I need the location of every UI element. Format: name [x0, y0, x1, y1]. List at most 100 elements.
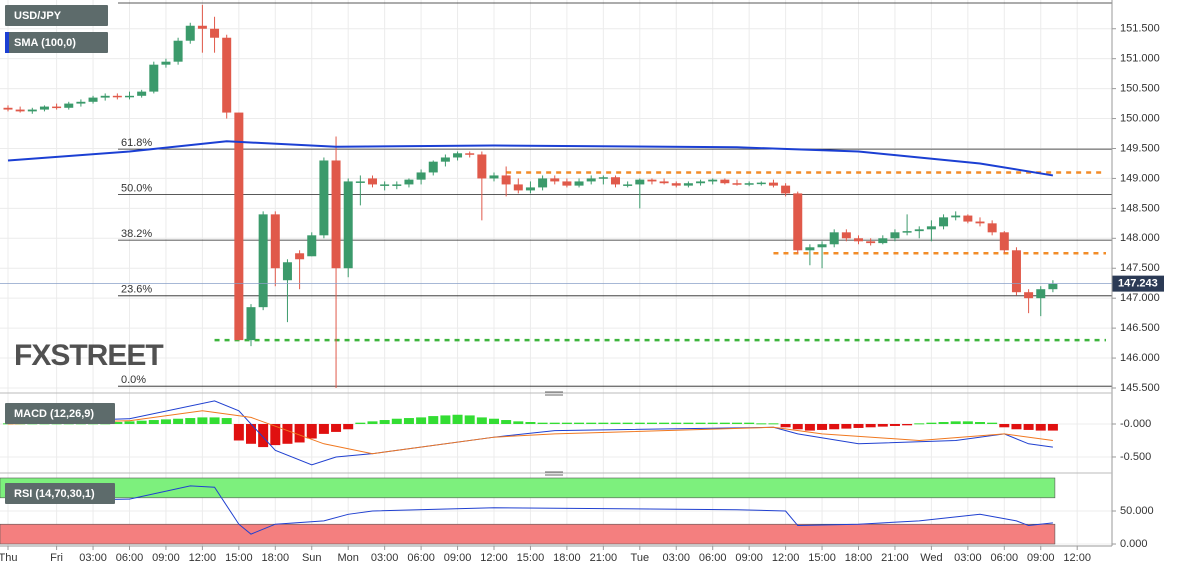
candle-body [282, 262, 292, 281]
histogram-bar [428, 416, 439, 424]
x-tick-label: 03:00 [371, 552, 399, 564]
candle-body [756, 182, 766, 185]
histogram-bar [671, 422, 682, 424]
x-tick-label: 12:00 [480, 552, 508, 564]
candle-body [222, 37, 232, 113]
candle-body [440, 157, 450, 162]
last-price-tag [1112, 275, 1164, 292]
candle-body [270, 214, 280, 269]
y-tick-label: 149.000 [1120, 172, 1160, 184]
histogram-bar [829, 423, 840, 430]
legend-box[interactable] [5, 32, 108, 53]
candle-body [64, 103, 74, 108]
histogram-bar [355, 422, 366, 424]
histogram-bar [975, 422, 985, 424]
histogram-bar [513, 421, 524, 424]
candle-body [1048, 283, 1058, 290]
candle-body [15, 109, 25, 112]
candle-body [586, 178, 596, 182]
histogram-bar [646, 422, 657, 424]
histogram-bar [221, 418, 232, 424]
overlay-labels: USD/JPY SMA (100,0) MACD (12,26,9) RSI (14,… [5, 5, 115, 504]
histogram-bar [914, 423, 925, 425]
last-price-label: 147.243 [1118, 278, 1158, 290]
histogram-bar [294, 423, 305, 443]
candle-body [708, 179, 718, 182]
candle-body [805, 247, 815, 251]
x-tick-label: 21:00 [881, 552, 909, 564]
histogram-bar [306, 423, 317, 439]
candle-body [380, 184, 390, 186]
histogram-bar [112, 422, 123, 424]
histogram-bar [999, 423, 1010, 428]
candle-body [975, 221, 985, 224]
x-tick-label: Mon [337, 552, 358, 564]
x-tick-label: 03:00 [954, 552, 982, 564]
legend-box[interactable] [5, 5, 108, 26]
candle-body [635, 179, 645, 185]
x-tick-label: 12:00 [1063, 552, 1091, 564]
histogram-bar [926, 422, 937, 424]
y-tick-label: 151.000 [1120, 53, 1160, 65]
histogram-bar [282, 423, 293, 444]
resize-handle[interactable] [545, 391, 563, 396]
histogram-bar [270, 423, 281, 446]
candle-body [112, 95, 122, 98]
histogram-bar [331, 423, 342, 432]
histogram-bar [962, 421, 973, 424]
legend-box[interactable] [5, 483, 115, 504]
candle-body [368, 178, 377, 185]
legend-swatch [5, 32, 9, 53]
x-tick-label: 03:00 [79, 552, 107, 564]
histogram-bar [148, 420, 159, 424]
candle-body [3, 107, 13, 110]
x-tick-label: Fri [50, 552, 63, 564]
histogram-bar [209, 417, 220, 424]
fib-label: 0.0% [121, 374, 146, 386]
y-tick-label: 147.000 [1120, 292, 1160, 304]
candle-body [550, 178, 560, 182]
histogram-bar [877, 423, 888, 427]
candle-body [477, 154, 487, 179]
candle-body [562, 181, 572, 186]
legend-label: SMA (100,0) [14, 37, 76, 49]
y-tick-label: 146.000 [1120, 352, 1160, 364]
resize-handle[interactable] [545, 471, 563, 476]
candle-body [173, 40, 183, 62]
histogram-bar [476, 417, 487, 424]
legend-box[interactable] [5, 403, 115, 424]
candle-body [404, 179, 414, 185]
x-tick-label: Thu [0, 552, 17, 564]
candle-body [647, 179, 657, 182]
histogram-bar [744, 422, 755, 424]
histogram-bar [416, 417, 427, 424]
histogram-bar [817, 423, 828, 430]
histogram-bar [246, 423, 256, 444]
x-tick-label: 18:00 [845, 552, 873, 564]
x-tick-label: 03:00 [662, 552, 690, 564]
x-tick-label: 15:00 [808, 552, 836, 564]
rsi-band [0, 523, 1056, 545]
y-tick-label: 147.500 [1120, 262, 1160, 274]
x-tick-label: Wed [920, 552, 942, 564]
histogram-bar [549, 422, 560, 424]
y-tick-label: 146.500 [1120, 322, 1160, 334]
x-tick-label: 21:00 [590, 552, 618, 564]
candle-body [902, 231, 912, 233]
y-tick-label: 145.500 [1120, 382, 1160, 394]
indicator-line [7, 485, 1053, 535]
candle-body [501, 175, 511, 185]
candle-body [355, 181, 365, 183]
candle-body [963, 215, 973, 222]
histogram-bar [440, 415, 451, 424]
y-tick-label: 151.500 [1120, 23, 1160, 35]
x-tick-label: 18:00 [262, 552, 290, 564]
x-tick-label: 06:00 [407, 552, 435, 564]
candle-body [27, 109, 37, 112]
candle-body [125, 95, 134, 98]
candle-body [319, 160, 329, 236]
candle-body [841, 232, 851, 239]
candle-body [683, 183, 693, 186]
candle-body [295, 253, 305, 260]
